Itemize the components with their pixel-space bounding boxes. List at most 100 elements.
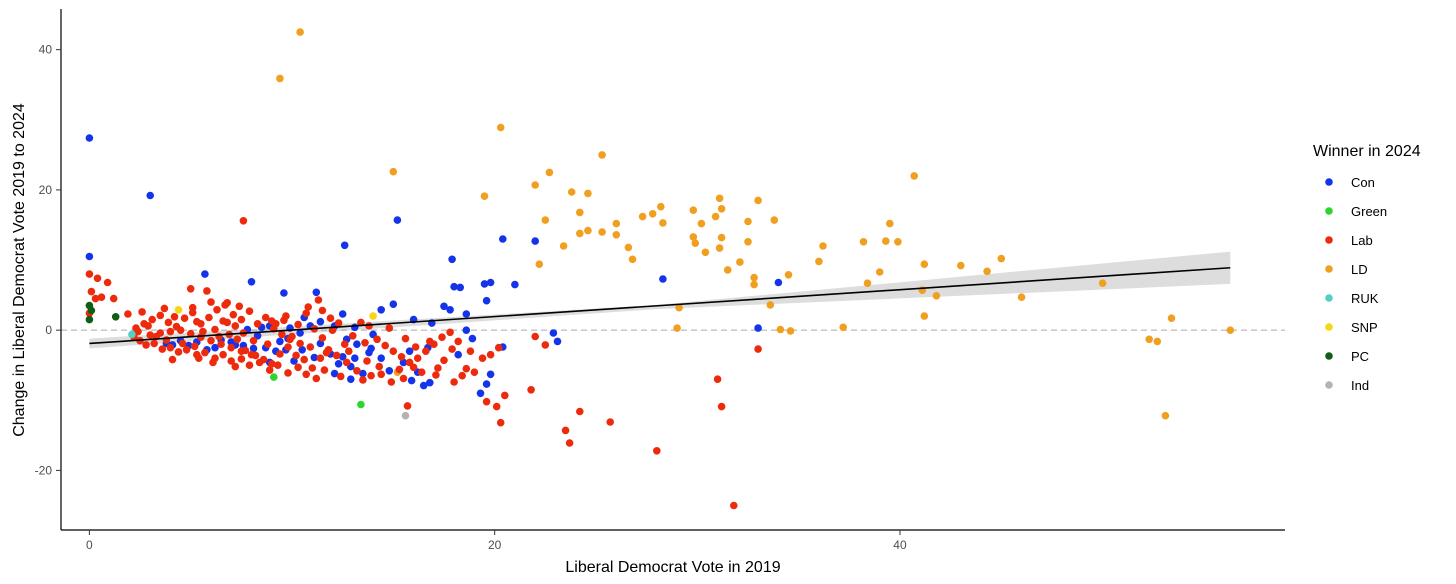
point-con xyxy=(367,344,375,353)
point-ld xyxy=(612,219,621,228)
point-lab xyxy=(168,355,177,364)
point-ld xyxy=(584,189,592,198)
point-ld xyxy=(648,210,657,218)
point-lab xyxy=(561,426,570,435)
point-lab xyxy=(174,348,183,356)
point-ld xyxy=(723,266,732,274)
point-lab xyxy=(359,376,367,384)
point-lab xyxy=(365,322,373,330)
point-lab xyxy=(432,371,440,379)
legend-label-lab: Lab xyxy=(1351,233,1373,248)
point-con xyxy=(385,367,394,375)
point-lab xyxy=(440,356,448,365)
point-ld xyxy=(628,255,637,264)
point-con xyxy=(468,334,477,343)
point-con xyxy=(456,283,465,292)
point-con xyxy=(377,306,386,314)
point-lab xyxy=(219,317,227,325)
point-lab xyxy=(215,332,223,341)
point-lab xyxy=(316,354,325,363)
point-lab xyxy=(326,314,335,323)
point-lab xyxy=(450,378,458,386)
point-con xyxy=(448,255,456,264)
point-lab xyxy=(180,314,189,323)
point-lab xyxy=(454,337,463,346)
point-ld xyxy=(715,194,724,203)
legend-label-pc: PC xyxy=(1351,349,1369,364)
point-ld xyxy=(638,212,647,221)
point-lab xyxy=(166,327,175,336)
point-ld xyxy=(545,168,554,177)
point-lab xyxy=(318,334,327,342)
point-ld xyxy=(535,260,544,269)
point-lab xyxy=(527,386,535,394)
point-lab xyxy=(146,331,154,339)
trend-line xyxy=(89,266,1231,345)
point-lab xyxy=(296,339,304,348)
point-lab xyxy=(334,319,343,327)
point-con xyxy=(377,354,386,363)
point-ld xyxy=(932,292,941,300)
point-con xyxy=(85,252,94,261)
point-ld xyxy=(531,181,539,189)
point-lab xyxy=(162,336,171,344)
point-lab xyxy=(276,350,284,358)
point-lab xyxy=(205,313,213,322)
point-lab xyxy=(381,341,390,350)
point-ld xyxy=(657,202,665,211)
legend-entries: Con Green Lab LD RUK SNP PC Ind xyxy=(1325,175,1387,393)
point-ld xyxy=(784,271,793,279)
y-tick-label: 0 xyxy=(45,323,52,337)
point-lab xyxy=(466,347,475,356)
point-lab xyxy=(340,340,349,349)
point-lab xyxy=(318,306,327,315)
y-tick-label: 40 xyxy=(39,43,53,57)
point-ld xyxy=(859,238,868,246)
legend-title: Winner in 2024 xyxy=(1313,143,1421,160)
point-ld xyxy=(894,238,902,246)
point-lab xyxy=(336,372,345,381)
point-ld xyxy=(612,231,621,239)
point-ld xyxy=(750,273,758,282)
point-lab xyxy=(178,339,187,348)
point-lab xyxy=(294,320,302,329)
point-con xyxy=(486,370,495,379)
point-con xyxy=(85,134,94,142)
point-lab xyxy=(375,362,384,371)
point-ld xyxy=(839,323,847,332)
point-ld xyxy=(576,229,584,238)
point-ld xyxy=(541,216,550,224)
point-lab xyxy=(166,343,175,352)
point-lab xyxy=(209,358,217,367)
point-con xyxy=(407,376,416,385)
point-lab xyxy=(219,350,227,359)
point-lab xyxy=(85,270,94,278)
point-lab xyxy=(97,293,106,302)
point-con xyxy=(462,326,471,335)
point-lab xyxy=(284,343,292,351)
point-con xyxy=(316,317,325,326)
point-lab xyxy=(501,391,509,400)
point-ld xyxy=(496,123,505,132)
point-pc xyxy=(85,315,94,324)
point-lab xyxy=(363,357,371,365)
point-lab xyxy=(268,317,276,325)
point-lab xyxy=(332,351,341,360)
point-lab xyxy=(124,310,132,318)
point-lab xyxy=(448,345,456,353)
point-lab xyxy=(245,307,254,316)
point-con xyxy=(310,353,319,362)
point-lab xyxy=(274,361,282,370)
point-lab xyxy=(496,418,505,427)
point-lab xyxy=(345,347,353,356)
point-lab xyxy=(203,287,211,295)
point-lab xyxy=(109,294,118,303)
point-lab xyxy=(494,343,503,352)
point-lab xyxy=(247,350,256,359)
point-lab xyxy=(405,358,414,367)
point-ld xyxy=(1017,293,1026,302)
legend-swatch-ld xyxy=(1325,265,1333,273)
point-lab xyxy=(367,371,375,380)
point-ld xyxy=(1098,279,1107,288)
point-ld xyxy=(689,206,698,214)
